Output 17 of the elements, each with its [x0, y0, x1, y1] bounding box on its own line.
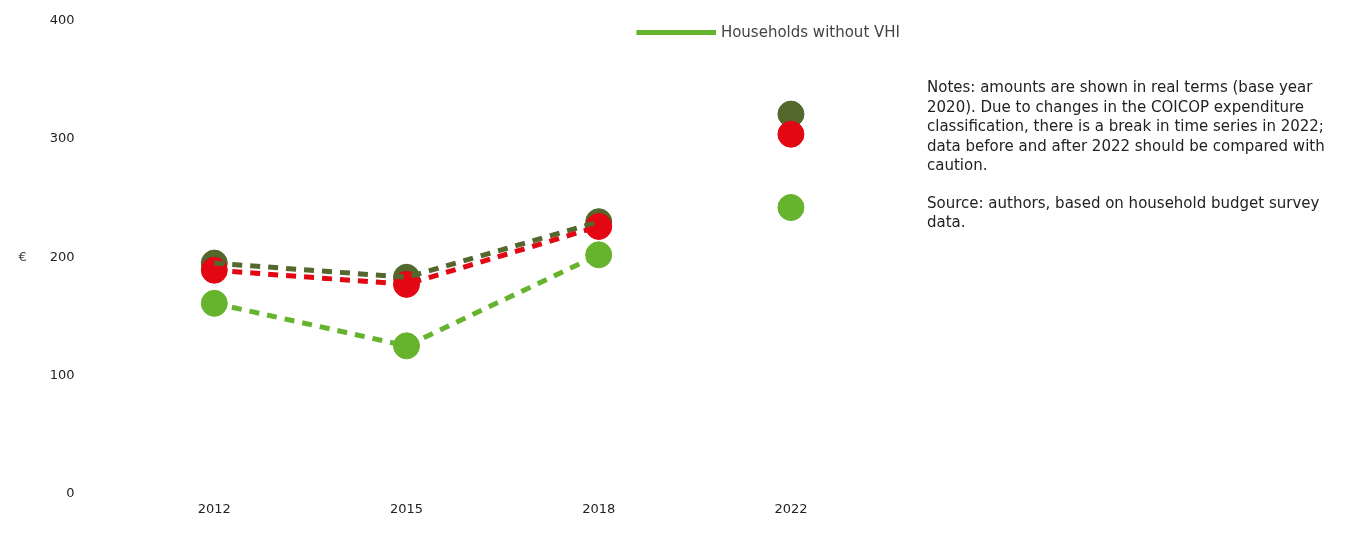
x-tick-label: 2015 — [389, 500, 424, 516]
point — [777, 194, 805, 221]
x-tick-label: 2012 — [197, 500, 231, 516]
text: Households without VHI — [720, 23, 900, 41]
y-tick-label: 100 — [49, 366, 75, 382]
point — [200, 289, 228, 317]
point — [585, 241, 613, 269]
y-tick-label: 200 — [49, 248, 75, 264]
y-tick-label: 400 — [49, 12, 75, 27]
point — [777, 120, 805, 148]
y-axis-title: € — [18, 248, 27, 264]
x-tick-label: 2018 — [582, 500, 616, 516]
source-note: Source: authors, based on household budget survey data. — [927, 193, 1321, 233]
x-tick-label: 2022 — [774, 500, 808, 516]
y-tick-label: 300 — [49, 130, 75, 146]
text: Notes: amounts are shown in real terms (base year 2020). Due to changes in the COICOP expenditure classification, there is a break in time series in 2022; data before and after 2022 should be compared with caution. — [927, 78, 1326, 176]
y-tick-label: 0 — [66, 485, 75, 500]
